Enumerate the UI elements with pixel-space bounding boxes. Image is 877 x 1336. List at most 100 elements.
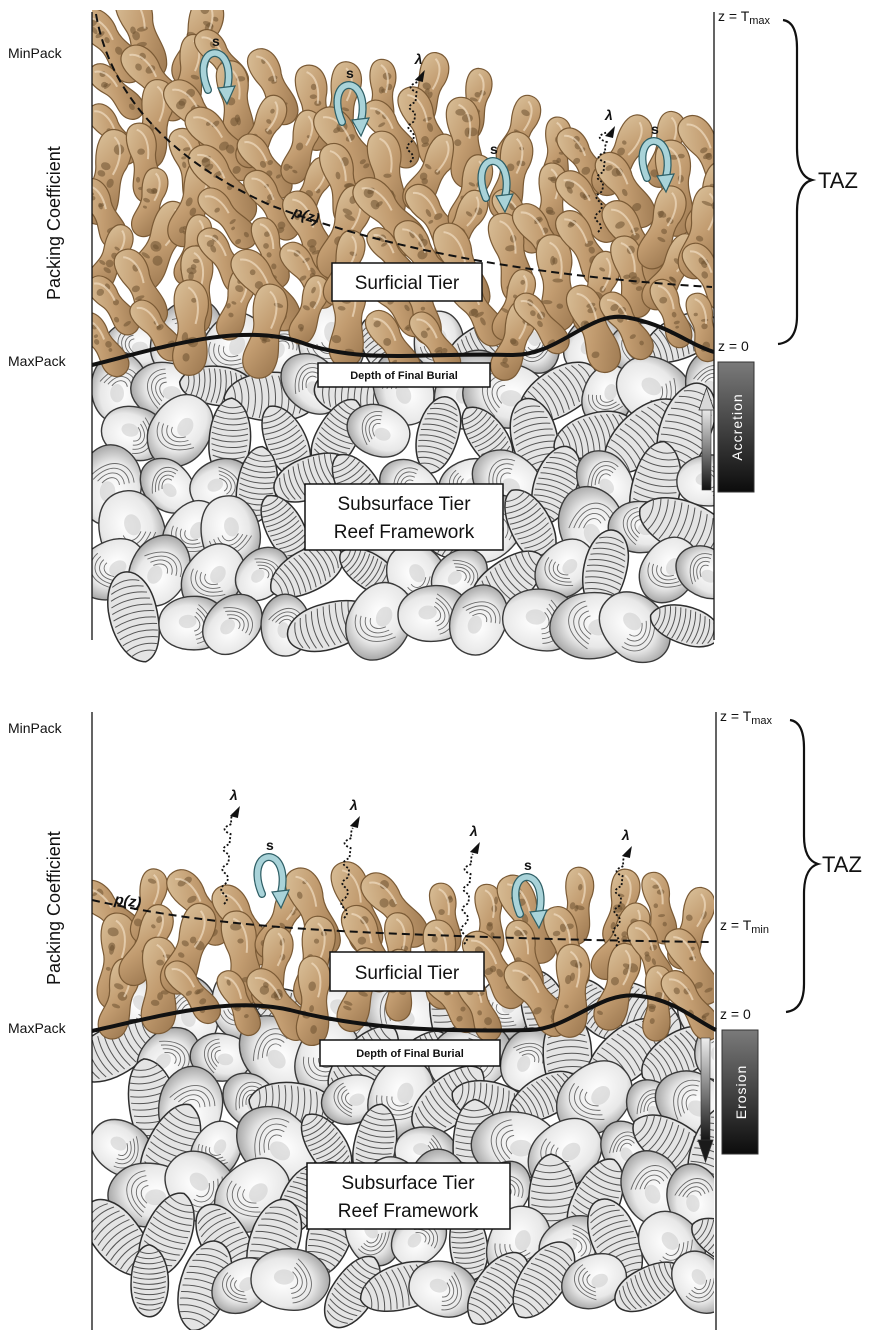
- burial-surface-line: [91, 993, 717, 1033]
- live-oyster-shell: [593, 942, 642, 1031]
- live-oyster-shell: [295, 955, 331, 1047]
- live-oyster-shell: [594, 151, 656, 229]
- packing-curve-pz: [95, 13, 713, 288]
- lambda-symbol-label: λ: [469, 823, 478, 839]
- lambda-loss-symbol: λ: [220, 787, 240, 905]
- surficial-tier-box: [331, 262, 483, 302]
- live-oyster-shell: [92, 275, 140, 336]
- live-oyster-shell: [197, 187, 258, 250]
- reef-framework-label: Reef Framework: [334, 522, 475, 543]
- subsurface-tier-label: Subsurface Tier: [341, 1173, 475, 1194]
- min-pack-label: MinPack: [8, 45, 63, 61]
- ribbed-oyster-shell: [512, 1241, 576, 1319]
- dead-oyster-shell: [666, 1163, 714, 1232]
- dead-oyster-shell: [250, 1248, 331, 1312]
- dead-oyster-shell: [671, 1250, 714, 1314]
- live-oyster-shell: [681, 242, 714, 314]
- shell-rotation-s-symbol: s: [333, 65, 370, 138]
- reef-framework-label: Reef Framework: [338, 1201, 479, 1222]
- ribbed-oyster-shell: [130, 1244, 170, 1318]
- lambda-loss-symbol: λ: [340, 797, 360, 919]
- surficial-tier-label: Surficial Tier: [355, 963, 460, 984]
- subsurface-tier-box: [306, 1162, 511, 1230]
- dead-oyster-shell: [202, 593, 263, 656]
- live-oyster-shell: [131, 167, 169, 238]
- live-oyster-shell: [187, 144, 258, 225]
- lambda-loss-symbol: λ: [406, 51, 425, 163]
- dead-oyster-shell: [620, 1150, 684, 1226]
- s-symbol-label: s: [651, 121, 659, 137]
- lambda-symbol-label: λ: [414, 51, 423, 67]
- lambda-loss-symbol: λ: [594, 107, 615, 233]
- surficial-live-shells: [92, 10, 714, 383]
- live-oyster-shell: [535, 234, 576, 332]
- s-symbol-label: s: [266, 837, 274, 853]
- live-oyster-shell: [677, 114, 714, 194]
- ribbed-oyster-shell: [691, 1217, 714, 1267]
- shell-rotation-s-symbol: s: [253, 837, 290, 910]
- s-symbol-label: s: [212, 33, 220, 49]
- lambda-symbol-label: λ: [604, 107, 613, 123]
- accretion-panel: p(z) MinPack MaxPack Packing Coefficient…: [8, 8, 858, 664]
- live-oyster-shell: [246, 968, 311, 1041]
- packing-curve-pz: [91, 899, 713, 943]
- live-oyster-shell: [685, 292, 714, 363]
- live-oyster-shell: [280, 109, 322, 185]
- packing-coefficient-label: Packing Coefficient: [44, 146, 64, 300]
- dead-oyster-shell: [556, 1060, 633, 1136]
- s-symbol-label: s: [346, 65, 354, 81]
- z-tmax-label: z = Tmax: [720, 708, 773, 727]
- depth-final-burial-label: Depth of Final Burial: [356, 1048, 464, 1060]
- shell-layer-top: [92, 10, 714, 664]
- shell-rotation-s-symbol: s: [199, 33, 236, 106]
- depth-final-burial-box: [319, 1039, 501, 1067]
- shell-rotation-s-symbol: s: [638, 121, 675, 194]
- ribbed-oyster-shell: [581, 529, 630, 612]
- dead-oyster-shell: [598, 591, 671, 664]
- dead-oyster-shell: [448, 584, 509, 656]
- live-oyster-shell: [288, 275, 330, 345]
- shell-rotation-s-symbol: s: [477, 141, 514, 214]
- burial-surface-line: [91, 314, 715, 367]
- s-symbol-label: s: [490, 141, 498, 157]
- pz-label: p(z): [112, 891, 142, 912]
- erosion-panel: p(z) MinPack MaxPack Packing Coefficient…: [8, 708, 862, 1330]
- process-symbols-top: s s s s λ λ: [199, 33, 675, 233]
- packing-coefficient-label: Packing Coefficient: [44, 831, 64, 985]
- dead-oyster-shell: [345, 581, 414, 661]
- dead-oyster-shell: [139, 457, 196, 514]
- depth-final-burial-box: [317, 362, 491, 388]
- max-pack-label: MaxPack: [8, 353, 67, 369]
- lambda-symbol-label: λ: [621, 827, 630, 843]
- ribbed-oyster-shell: [415, 396, 462, 474]
- live-oyster-shell: [242, 283, 289, 379]
- ribbed-oyster-shell: [300, 1113, 353, 1178]
- max-pack-label: MaxPack: [8, 1020, 67, 1036]
- subsurface-tier-box: [304, 483, 504, 551]
- surficial-live-shells: [92, 861, 714, 1047]
- live-oyster-shell: [636, 185, 687, 270]
- dead-oyster-shell: [180, 543, 246, 613]
- ribbed-oyster-shell: [614, 1261, 683, 1313]
- ribbed-oyster-shell: [270, 544, 345, 599]
- lambda-loss-symbol: λ: [460, 823, 480, 945]
- taz-label: TAZ: [822, 852, 862, 877]
- shell-rotation-s-symbol: s: [511, 857, 548, 930]
- min-pack-label: MinPack: [8, 720, 63, 736]
- shell-layer-bottom: [92, 861, 714, 1330]
- dead-oyster-shell: [561, 1253, 628, 1310]
- live-oyster-shell: [513, 292, 570, 355]
- taz-label: TAZ: [818, 168, 858, 193]
- surficial-tier-label: Surficial Tier: [355, 273, 460, 294]
- z-tmax-label: z = Tmax: [718, 8, 771, 27]
- subsurface-tier-label: Subsurface Tier: [337, 494, 471, 515]
- erosion-arrow: Erosion: [697, 1029, 759, 1164]
- surficial-tier-box: [329, 951, 485, 992]
- lambda-symbol-label: λ: [349, 797, 358, 813]
- ribbed-oyster-shell: [649, 604, 714, 648]
- taz-brace: [785, 718, 822, 1014]
- depth-final-burial-label: Depth of Final Burial: [350, 370, 458, 382]
- z-zero-label: z = 0: [720, 1006, 751, 1022]
- ribbed-oyster-shell: [107, 571, 160, 663]
